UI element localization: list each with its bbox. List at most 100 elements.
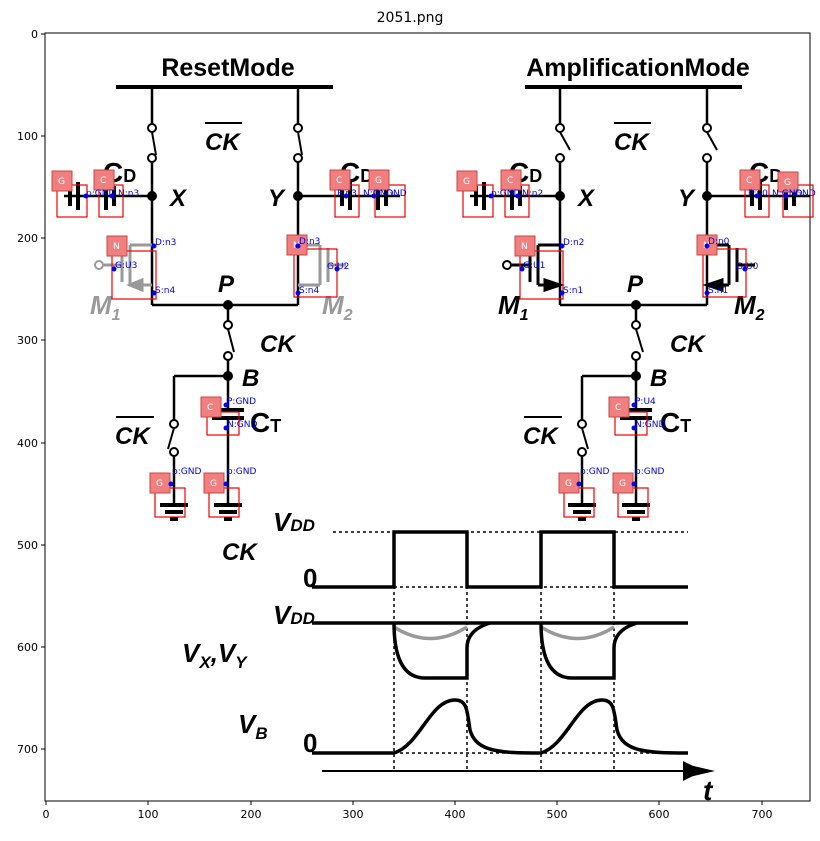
tag-g	[777, 171, 799, 193]
tag-g	[456, 170, 478, 192]
switch-contact	[293, 123, 303, 133]
node-x-label: X	[576, 185, 596, 212]
m1-label: M1	[498, 290, 529, 324]
tag-n	[106, 235, 128, 257]
switch-contact	[223, 351, 233, 361]
tag-c	[500, 169, 522, 191]
annotation-text: G:U2	[327, 262, 349, 272]
amp-mode-circuit: AmplificationMode CK X Y CD CD	[456, 54, 816, 521]
annotation-text: p:GND	[635, 467, 664, 477]
y-tick-label: 600	[17, 641, 38, 654]
annotation-text: p:GND	[86, 189, 115, 199]
node-b-label: B	[242, 365, 259, 392]
annotation-text: P:U4	[635, 397, 656, 407]
annotation-text: S:n4	[155, 286, 175, 296]
ck-waveform	[312, 530, 688, 589]
switch-contact	[702, 153, 712, 163]
svg-text:G: G	[210, 479, 217, 489]
switch-contact	[293, 153, 303, 163]
annotation-text: P:n0	[748, 189, 768, 199]
x-tick-label: 700	[752, 808, 773, 821]
m1-gate-terminal	[502, 260, 512, 270]
ground-symbol	[622, 503, 650, 521]
switch-contact	[631, 351, 641, 361]
annotation-text: D:n0	[708, 237, 730, 247]
y-tick-label: 500	[17, 539, 38, 552]
x-tick-label: 500	[547, 808, 568, 821]
svg-text:C: C	[615, 403, 621, 413]
node-p-label: P	[218, 271, 235, 298]
time-axis-arrowhead	[685, 764, 715, 778]
switch-blade	[706, 131, 718, 151]
svg-text:C: C	[336, 176, 342, 186]
transistor-m1	[512, 243, 565, 293]
switch-contact	[147, 153, 157, 163]
x-tick-label: 300	[343, 808, 364, 821]
switch-contact	[555, 123, 565, 133]
x-tick-label: 200	[241, 808, 262, 821]
annotation-text: S:n1	[563, 286, 583, 296]
switch-blade	[581, 427, 589, 450]
ground-symbol	[568, 503, 596, 521]
annotation-text: GND	[795, 189, 816, 199]
switch-contact	[577, 447, 587, 457]
tag-n	[514, 235, 536, 257]
annotation-text: D:n3	[299, 237, 320, 247]
ct-label: CT	[660, 407, 691, 438]
ck-bar-bottom-label: CK	[523, 423, 559, 450]
tag-c	[93, 169, 115, 191]
svg-text:G: G	[463, 177, 470, 187]
x-tick-label: 0	[43, 808, 50, 821]
switch-blade	[167, 427, 175, 450]
node-x-label: X	[168, 185, 188, 212]
amp-mode-title: AmplificationMode	[526, 54, 750, 82]
annotation-text: p:GND	[172, 467, 201, 477]
y-tick-label: 400	[17, 437, 38, 450]
switch-contact	[169, 447, 179, 457]
m1-label: M1	[90, 290, 121, 324]
annotation-text: GND	[386, 189, 407, 199]
annotation-text: p:GND	[580, 467, 609, 477]
ck-bar-label: CK	[614, 129, 650, 156]
node-y-label: Y	[268, 185, 286, 212]
ct-label: CT	[250, 407, 281, 438]
vb-waveform	[312, 698, 689, 755]
annotation-text: p:GND	[491, 189, 520, 199]
switch-blade	[297, 131, 303, 156]
annotation-overlay: G C C G N N C G G p:GND N:n2 P:n0	[456, 169, 816, 518]
annotation-text: G:U3	[115, 261, 137, 271]
ck-bar-label: CK	[205, 129, 241, 156]
axes-frame	[44, 32, 811, 802]
switch-contact	[555, 153, 565, 163]
vb-label: VB	[238, 709, 268, 743]
tag-g	[368, 169, 390, 191]
annotation-text: N:n3	[118, 189, 139, 199]
y-tick-label: 700	[17, 743, 38, 756]
svg-text:G: G	[375, 176, 382, 186]
annotation-text: D:n2	[563, 238, 584, 248]
svg-text:C: C	[100, 176, 106, 186]
svg-text:C: C	[207, 403, 213, 413]
ground-symbol	[214, 503, 242, 521]
svg-text:N: N	[521, 242, 528, 252]
vxvy-label: VX,VY	[182, 638, 248, 672]
ck-bar-bottom-label: CK	[115, 423, 151, 450]
tag-c	[608, 396, 630, 418]
svg-text:G: G	[784, 178, 791, 188]
node-b-label: B	[650, 365, 667, 392]
switch-contact	[631, 320, 641, 330]
figure-title: 2051.png	[377, 10, 444, 26]
node-p-label: P	[627, 271, 644, 298]
m2-label: M2	[734, 290, 765, 324]
switch-contact	[577, 419, 587, 429]
switch-blade	[635, 328, 644, 353]
annotation-overlay: G C C G N N C G G p:GND N:n3 P:n3	[51, 169, 407, 518]
time-label: t	[703, 775, 714, 806]
vxvy-gray-dip	[393, 625, 615, 641]
vx-vdd-label: VDD	[273, 600, 315, 630]
annotation-text: G:U1	[523, 261, 545, 271]
switch-contact	[147, 123, 157, 133]
ck-vdd-label: VDD	[273, 507, 315, 537]
ck-signal-label: CK	[222, 539, 258, 566]
